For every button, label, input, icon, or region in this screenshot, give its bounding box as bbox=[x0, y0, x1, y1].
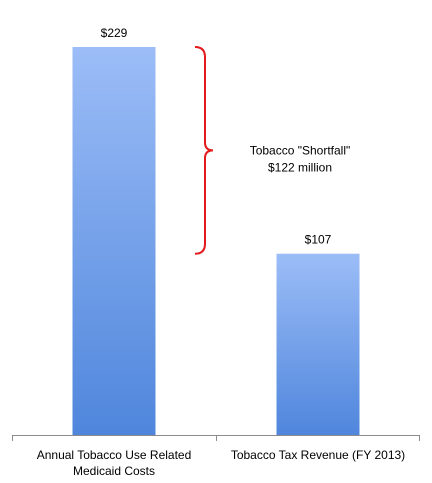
bracket bbox=[194, 46, 214, 255]
value-label: $107 bbox=[305, 233, 332, 247]
annotation: $122 million bbox=[268, 160, 332, 174]
bar bbox=[72, 47, 156, 435]
bar bbox=[276, 253, 360, 435]
annotation: Tobacco "Shortfall" bbox=[250, 143, 351, 157]
x-tick-label: Tobacco Tax Revenue (FY 2013) bbox=[230, 448, 406, 462]
x-tick-label: Annual Tobacco Use Related Medicaid Cost… bbox=[36, 448, 192, 478]
value-label: $229 bbox=[101, 26, 128, 40]
